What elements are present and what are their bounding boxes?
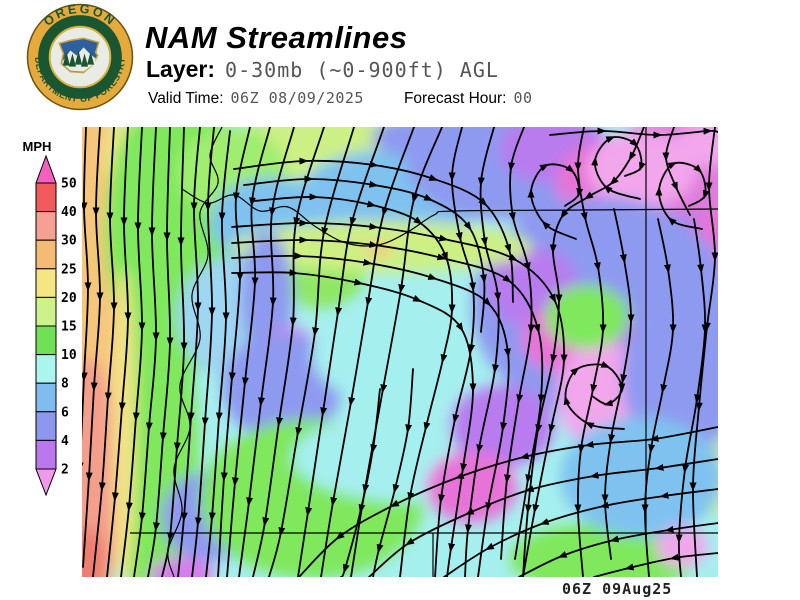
legend-band <box>35 239 57 270</box>
legend-band <box>35 182 57 213</box>
valid-time-value: 06Z 08/09/2025 <box>230 89 364 107</box>
streamline <box>443 488 718 577</box>
legend-band <box>35 382 57 413</box>
legend-unit-label: MPH <box>22 139 52 154</box>
streamline <box>340 388 381 577</box>
logo-state-scene <box>58 37 100 74</box>
streamline <box>92 127 118 577</box>
legend-tick-label: 50 <box>61 177 77 192</box>
layer-value: 0-30mb (~0-900ft) AGL <box>225 58 499 82</box>
valid-time-label: Valid Time: <box>148 90 224 107</box>
streamline <box>689 127 718 577</box>
legend-tick-label: 2 <box>61 463 69 478</box>
legend-tick-label: 20 <box>61 291 77 306</box>
streamline <box>662 127 691 216</box>
legend-tick-label: 40 <box>61 205 77 220</box>
legend-arrow-bottom <box>35 468 57 497</box>
streamline <box>563 361 626 430</box>
layer-row: Layer: 0-30mb (~0-900ft) AGL <box>146 56 499 83</box>
forecast-hour-label: Forecast Hour: <box>403 90 507 107</box>
page-title: NAM Streamlines <box>145 20 408 55</box>
legend-tick-label: 30 <box>61 234 77 249</box>
legend-band <box>35 296 57 327</box>
wind-speed-region <box>112 267 136 577</box>
streamline <box>593 552 718 577</box>
legend-tick-label: 15 <box>61 320 77 335</box>
wind-speed-region <box>372 127 492 159</box>
odf-seal-logo: OREGON DEPARTMENT OF FORESTRY <box>26 3 134 111</box>
legend-band <box>35 439 57 470</box>
legend-band <box>35 354 57 384</box>
model-run-timestamp: 06Z 09Aug25 <box>562 580 673 598</box>
legend-band <box>35 411 57 441</box>
legend-arrow-top <box>35 154 57 184</box>
legend-band <box>35 325 57 356</box>
streamline <box>518 522 718 577</box>
streamline <box>549 127 718 139</box>
forecast-hour-value: 00 <box>513 89 533 107</box>
legend-tick-label: 6 <box>61 405 69 420</box>
legend-band <box>35 268 57 298</box>
streamline <box>372 368 414 577</box>
streamline <box>82 127 92 562</box>
legend-tick-label: 8 <box>61 377 69 392</box>
legend-band <box>35 211 57 241</box>
legend-tick-label: 4 <box>61 434 69 449</box>
legend-tick-label: 25 <box>61 262 77 277</box>
wind-speed-legend: 50 40 30 25 20 15 10 8 6 4 2 <box>35 154 77 497</box>
streamline-map <box>82 127 718 577</box>
streamline <box>82 127 104 568</box>
wind-speed-region <box>312 302 452 402</box>
time-row: Valid Time: 06Z 08/09/2025 Forecast Hour… <box>148 89 533 108</box>
layer-label: Layer: <box>146 56 216 82</box>
legend-tick-label: 10 <box>61 348 77 363</box>
